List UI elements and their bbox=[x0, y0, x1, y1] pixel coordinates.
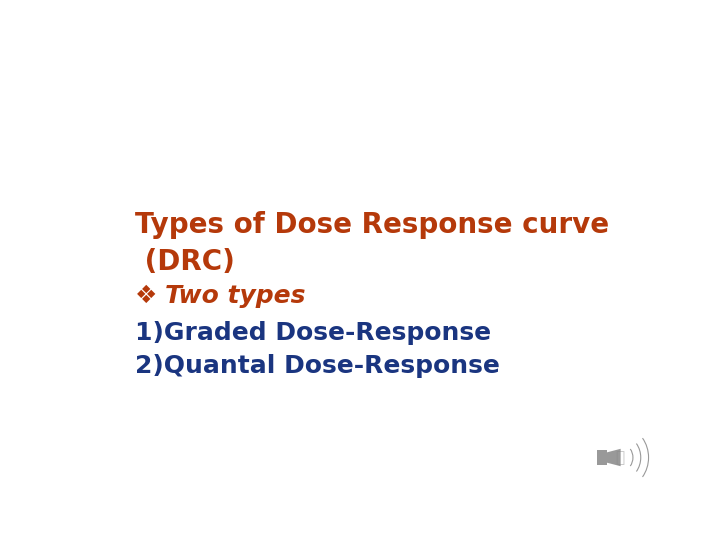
Bar bbox=[597, 450, 607, 465]
Text: Types of Dose Response curve: Types of Dose Response curve bbox=[135, 211, 609, 239]
Polygon shape bbox=[607, 449, 621, 466]
Text: 🔈: 🔈 bbox=[616, 450, 625, 465]
Text: 2)Quantal Dose-Response: 2)Quantal Dose-Response bbox=[135, 354, 500, 378]
Text: (DRC): (DRC) bbox=[135, 248, 235, 276]
Text: 1)Graded Dose-Response: 1)Graded Dose-Response bbox=[135, 321, 491, 345]
Text: Two types: Two types bbox=[166, 284, 306, 308]
Text: ❖: ❖ bbox=[135, 284, 157, 308]
